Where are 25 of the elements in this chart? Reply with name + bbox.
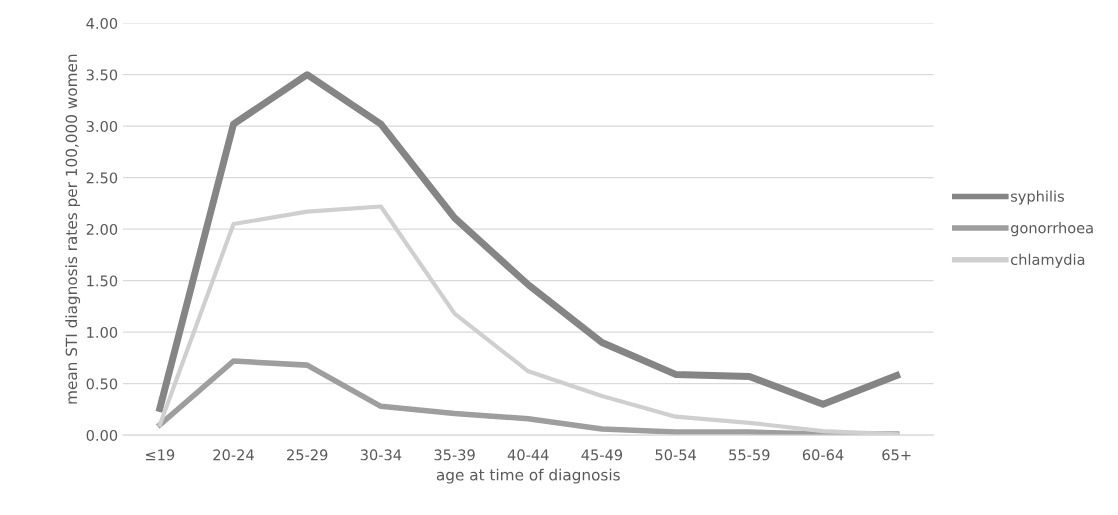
x-tick-label: 45-49: [581, 449, 623, 461]
x-tick-label: 35-39: [434, 449, 475, 461]
y-tick-label: 4.00: [86, 17, 118, 29]
legend-label: gonorrhoea: [1010, 222, 1093, 237]
y-tick-label: 3.00: [86, 120, 118, 132]
y-axis-title: mean STI diagnosis rates per 100,000 women: [65, 54, 81, 404]
y-tick-label: 0.50: [86, 378, 118, 390]
x-axis-title: age at time of diagnosis: [436, 468, 620, 484]
x-tick-label: 40-44: [507, 449, 549, 461]
y-tick-label: 1.00: [87, 326, 118, 338]
x-tick-label: 20-24: [213, 449, 254, 461]
x-tick-label: 30-34: [360, 449, 402, 461]
x-tick-label: 65+: [882, 449, 911, 461]
y-tick-label: 1.50: [87, 275, 118, 287]
x-tick-label: ≤19: [145, 449, 175, 461]
x-tick-label: 55-59: [729, 449, 770, 461]
y-tick-label: 2.50: [86, 172, 118, 184]
x-tick-label: 60-64: [802, 449, 844, 461]
y-tick-label: 0.00: [86, 429, 118, 441]
x-tick-label: 25-29: [287, 449, 328, 461]
legend-label: chlamydia: [1010, 253, 1085, 268]
x-tick-label: 50-54: [655, 449, 696, 461]
y-tick-label: 2.00: [86, 223, 118, 235]
y-tick-label: 3.50: [86, 69, 118, 81]
legend-label: syphilis: [1010, 190, 1064, 205]
